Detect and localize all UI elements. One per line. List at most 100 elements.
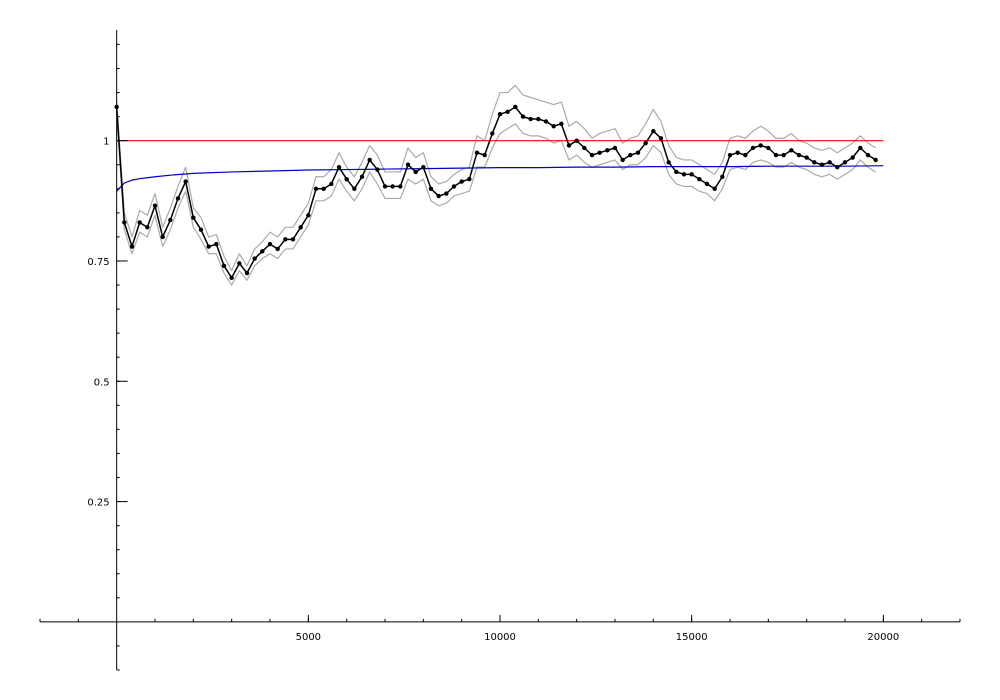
estimate-point <box>290 237 296 242</box>
estimate-point <box>267 241 273 247</box>
estimate-point <box>413 169 418 175</box>
estimate-point <box>352 186 357 191</box>
estimate-point <box>398 184 403 189</box>
estimate-point <box>789 148 794 153</box>
estimate-point <box>551 124 556 129</box>
estimate-point <box>513 104 518 110</box>
estimate-point <box>559 121 564 127</box>
estimate-point <box>727 152 733 158</box>
estimate-point <box>444 191 449 196</box>
estimate-point <box>796 152 802 158</box>
estimate-point <box>582 145 587 151</box>
estimate-point <box>520 114 526 119</box>
estimate-point <box>122 220 127 225</box>
estimate-point <box>490 131 495 136</box>
estimate-point <box>842 160 848 165</box>
estimate-point <box>359 174 365 179</box>
y-tick-label: 0.25 <box>87 498 109 509</box>
estimate-point <box>620 157 625 163</box>
estimate-point <box>137 220 142 225</box>
x-tick-label: 20000 <box>867 632 899 643</box>
estimate-point <box>712 186 717 191</box>
estimate-point <box>298 225 303 230</box>
estimate-point <box>129 244 135 249</box>
lower-band-line <box>116 111 876 286</box>
estimate-point <box>145 225 150 230</box>
axes-layer: 5000 10000 15000 20000 0.25 0.5 0.75 1 <box>39 30 961 671</box>
estimate-point <box>628 152 633 158</box>
estimate-point <box>597 150 602 155</box>
estimate-point <box>704 181 710 187</box>
estimate-point <box>812 160 817 165</box>
estimate-point <box>459 179 464 184</box>
x-tick-label: 5000 <box>296 632 321 643</box>
estimate-point <box>536 116 541 122</box>
estimate-point <box>497 112 503 117</box>
upper-band-line <box>116 84 876 272</box>
estimate-point <box>428 186 434 191</box>
trend-line <box>116 165 884 192</box>
estimate-point <box>390 184 395 189</box>
estimate-point <box>528 116 533 122</box>
estimate-point <box>804 155 809 160</box>
estimate-point <box>206 244 211 249</box>
estimate-point <box>306 213 311 218</box>
estimate-point <box>191 215 196 220</box>
estimate-point <box>850 155 855 160</box>
estimate-point <box>321 186 326 191</box>
estimate-point <box>605 148 610 153</box>
series-layer <box>114 84 884 286</box>
estimate-point <box>589 152 595 158</box>
estimate-point <box>766 145 771 151</box>
estimate-point <box>375 167 380 172</box>
y-tick-label: 0.5 <box>94 377 110 388</box>
estimate-point <box>336 164 342 170</box>
estimate-point <box>658 136 664 141</box>
estimate-point <box>198 227 204 232</box>
estimate-point <box>382 184 388 189</box>
estimate-point <box>283 237 288 242</box>
estimate-point <box>474 150 480 155</box>
estimate-point <box>275 246 280 252</box>
y-tick-label: 1 <box>103 137 109 148</box>
estimate-point <box>835 164 840 170</box>
ticks-layer: 5000 10000 15000 20000 0.25 0.5 0.75 1 <box>39 43 961 671</box>
estimate-point <box>750 145 756 151</box>
estimate-point <box>505 109 510 115</box>
estimate-point <box>612 145 618 151</box>
estimate-point <box>827 160 832 165</box>
estimate-point <box>697 176 702 182</box>
estimate-point <box>865 152 871 158</box>
estimate-point <box>329 181 334 187</box>
estimate-point <box>674 169 679 175</box>
x-tick-label: 15000 <box>676 632 708 643</box>
estimate-point <box>735 150 740 155</box>
estimate-point <box>260 249 265 254</box>
estimate-point <box>405 162 411 167</box>
estimate-point <box>237 261 242 266</box>
estimate-point <box>720 174 725 179</box>
estimate-point <box>651 128 656 134</box>
estimate-point <box>781 152 786 158</box>
estimate-point <box>666 160 671 165</box>
estimate-point <box>743 152 748 158</box>
estimate-point <box>451 184 457 189</box>
estimate-point <box>313 186 319 191</box>
estimate-point <box>344 176 349 182</box>
estimate-point <box>681 172 687 177</box>
estimate-point <box>482 152 487 158</box>
estimate-point <box>168 217 173 223</box>
estimate-point <box>436 193 441 199</box>
estimate-point <box>758 143 763 148</box>
estimate-line <box>115 106 877 279</box>
estimate-point <box>175 196 181 201</box>
estimate-point <box>643 140 648 146</box>
estimate-point <box>566 143 572 148</box>
estimate-point <box>635 150 641 155</box>
estimate-point <box>214 241 219 247</box>
estimate-point <box>152 203 158 208</box>
estimate-point <box>689 172 694 177</box>
y-tick-label: 0.75 <box>87 257 109 268</box>
estimate-point <box>221 263 227 268</box>
